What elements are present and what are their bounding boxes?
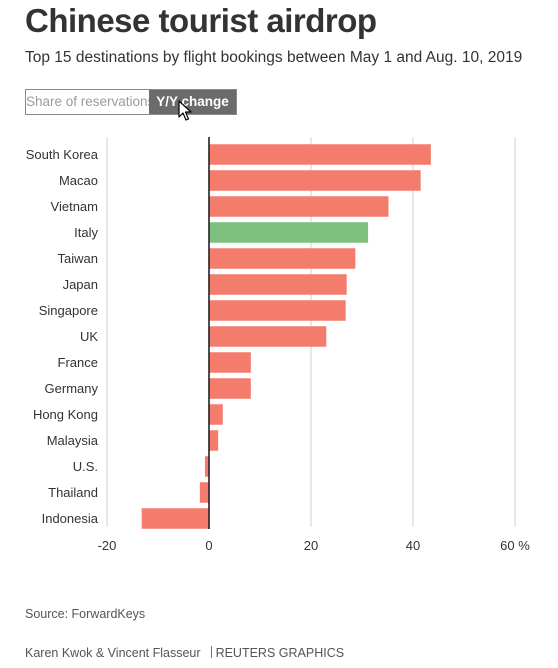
x-tick-label: 20 [304,538,318,553]
category-label: Singapore [39,303,98,318]
bar [209,170,421,191]
x-tick-label: -20 [98,538,117,553]
bar [209,274,347,295]
category-label: South Korea [26,147,99,162]
category-label: Taiwan [58,251,98,266]
x-tick-label: 60 % [500,538,530,553]
authors: Karen Kwok & Vincent Flasseur [25,646,201,660]
bar [209,196,389,217]
chart-subtitle: Top 15 destinations by flight bookings b… [25,49,523,66]
x-tick-label: 0 [205,538,212,553]
category-label: Vietnam [51,199,98,214]
bar [199,482,209,503]
bar [209,144,431,165]
x-tick-label: 40 [406,538,420,553]
category-label: Thailand [48,485,98,500]
category-label: Italy [74,225,98,240]
bar [209,222,369,243]
credits-divider [210,646,212,658]
source-note: Source: ForwardKeys [25,607,146,621]
bar-chart: South Korea Macao Vietnam Italy Taiwan Japan S… [26,137,530,553]
category-label: UK [80,329,98,344]
category-label: France [58,355,98,370]
category-label: Macao [59,173,98,188]
bar [204,456,209,477]
view-toggle: Share of reservations Y/Y change [25,89,237,115]
category-label: U.S. [73,459,98,474]
bar [209,300,346,321]
category-label: Indonesia [42,511,99,526]
category-label: Japan [63,277,98,292]
toggle-yy-change[interactable]: Y/Y change [149,90,236,114]
pointer-cursor-icon [178,100,192,121]
credits: Karen Kwok & Vincent Flasseur REUTERS GRA… [25,646,344,660]
category-label: Germany [45,381,99,396]
bar [209,404,223,425]
bar [209,430,219,451]
brand-label: REUTERS GRAPHICS [215,646,345,660]
category-label: Malaysia [47,433,99,448]
bar [209,352,251,373]
toggle-share-of-reservations[interactable]: Share of reservations [26,90,154,114]
bar [209,326,327,347]
bar [209,378,251,399]
bar [141,508,209,529]
category-label: Hong Kong [33,407,98,422]
bar [209,248,356,269]
chart-title: Chinese tourist airdrop [25,2,377,39]
